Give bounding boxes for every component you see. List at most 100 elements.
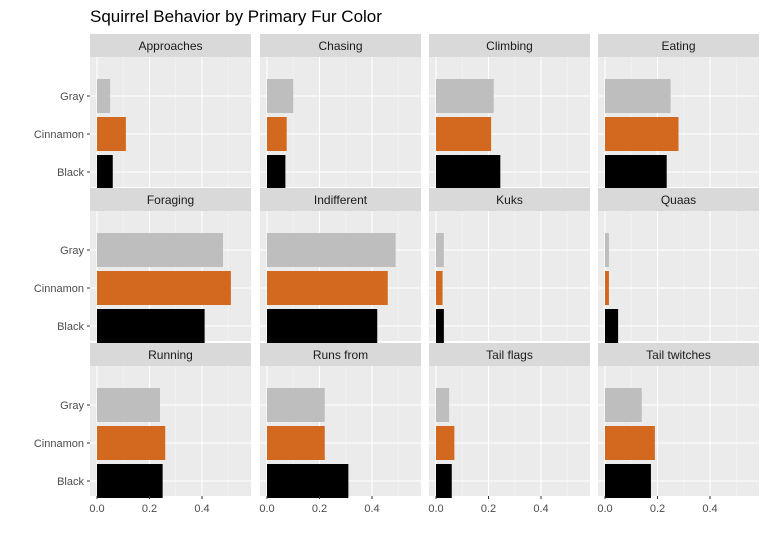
- panel-background: [598, 211, 759, 341]
- y-axis-labels: Gray Cinnamon Black Gray Cinnamon Black Gray Ci…: [34, 91, 90, 488]
- strip-label: Approaches: [138, 39, 202, 53]
- y-tick-label: Gray: [60, 245, 84, 257]
- strip-label: Chasing: [318, 39, 362, 53]
- bar-black: [267, 464, 349, 498]
- bar-gray: [97, 79, 111, 113]
- panel-kuks: Kuks: [429, 188, 590, 343]
- x-tick-label: 0.4: [364, 503, 379, 515]
- strip-label: Runs from: [313, 348, 368, 362]
- bar-cinnamon: [605, 271, 609, 305]
- strip-background: [429, 188, 590, 211]
- strip-label: Tail twitches: [646, 348, 711, 362]
- panel-climbing: Climbing: [429, 34, 590, 189]
- bar-black: [97, 155, 113, 189]
- panel-tail-flags: Tail flags: [429, 343, 590, 498]
- x-tick-label: 0.0: [597, 503, 612, 515]
- bar-black: [436, 464, 452, 498]
- bar-cinnamon: [267, 117, 287, 151]
- panel-quaas: Quaas: [598, 188, 759, 343]
- panel-foraging: Foraging: [90, 188, 251, 343]
- strip-background: [429, 34, 590, 57]
- panel-chasing: Chasing: [260, 34, 421, 189]
- bar-cinnamon: [97, 117, 126, 151]
- x-tick-label: 0.2: [481, 503, 496, 515]
- y-tick-label: Black: [57, 476, 84, 488]
- bar-gray: [267, 388, 325, 422]
- strip-background: [598, 188, 759, 211]
- strip-label: Tail flags: [486, 348, 533, 362]
- x-tick-label: 0.0: [428, 503, 443, 515]
- y-tick-label: Gray: [60, 91, 84, 103]
- x-tick-label: 0.4: [194, 503, 209, 515]
- bar-black: [605, 155, 667, 189]
- panel-background: [429, 211, 590, 341]
- bar-cinnamon: [605, 117, 679, 151]
- bar-gray: [605, 79, 671, 113]
- bar-gray: [97, 388, 160, 422]
- panel-eating: Eating: [598, 34, 759, 189]
- bar-gray: [267, 79, 294, 113]
- bar-gray: [605, 388, 642, 422]
- strip-label: Indifferent: [314, 193, 368, 207]
- strip-label: Running: [148, 348, 193, 362]
- strip-label: Quaas: [661, 193, 696, 207]
- bar-gray: [436, 79, 494, 113]
- bar-black: [436, 155, 501, 189]
- strip-background: [90, 34, 251, 57]
- y-tick-label: Cinnamon: [34, 283, 84, 295]
- panel-running: Running: [90, 343, 251, 498]
- bar-black: [97, 309, 205, 343]
- strip-background: [598, 34, 759, 57]
- bar-black: [97, 464, 163, 498]
- bar-gray: [267, 233, 396, 267]
- panel-tail-twitches: Tail twitches: [598, 343, 759, 498]
- bar-black: [605, 309, 619, 343]
- bar-gray: [605, 233, 609, 267]
- bar-cinnamon: [97, 426, 166, 460]
- bar-gray: [97, 233, 223, 267]
- x-tick-label: 0.0: [89, 503, 104, 515]
- y-tick-label: Cinnamon: [34, 438, 84, 450]
- strip-background: [429, 343, 590, 366]
- strip-background: [90, 188, 251, 211]
- x-tick-label: 0.2: [142, 503, 157, 515]
- bar-cinnamon: [267, 426, 325, 460]
- bar-cinnamon: [605, 426, 655, 460]
- bar-black: [605, 464, 651, 498]
- bar-cinnamon: [436, 271, 443, 305]
- x-tick-label: 0.4: [533, 503, 548, 515]
- strip-background: [260, 34, 421, 57]
- y-tick-label: Gray: [60, 400, 84, 412]
- panel-background: [429, 366, 590, 496]
- strip-background: [260, 188, 421, 211]
- strip-background: [260, 343, 421, 366]
- y-tick-label: Black: [57, 321, 84, 333]
- strip-background: [90, 343, 251, 366]
- strip-label: Foraging: [147, 193, 194, 207]
- y-tick-label: Cinnamon: [34, 129, 84, 141]
- bar-black: [267, 309, 378, 343]
- bar-gray: [436, 388, 450, 422]
- chart-title: Squirrel Behavior by Primary Fur Color: [90, 7, 382, 26]
- x-tick-label: 0.0: [259, 503, 274, 515]
- strip-label: Eating: [661, 39, 695, 53]
- strip-background: [598, 343, 759, 366]
- x-tick-label: 0.2: [312, 503, 327, 515]
- bar-cinnamon: [267, 271, 388, 305]
- bar-cinnamon: [97, 271, 231, 305]
- x-axis-labels: 0.0 0.2 0.4 0.0 0.2 0.4 0.0 0.2 0.4 0.0 0.2 0.4: [89, 496, 718, 515]
- facet-panels: Approaches Chasing Climbing Eating Foraging I…: [90, 34, 759, 498]
- bar-black: [267, 155, 286, 189]
- x-tick-label: 0.2: [650, 503, 665, 515]
- y-tick-label: Black: [57, 167, 84, 179]
- bar-cinnamon: [436, 426, 455, 460]
- panel-indifferent: Indifferent: [260, 188, 421, 343]
- panel-approaches: Approaches: [90, 34, 251, 189]
- panel-runs-from: Runs from: [260, 343, 421, 498]
- strip-label: Climbing: [486, 39, 533, 53]
- bar-cinnamon: [436, 117, 492, 151]
- panel-background: [260, 57, 421, 187]
- bar-black: [436, 309, 444, 343]
- x-tick-label: 0.4: [702, 503, 717, 515]
